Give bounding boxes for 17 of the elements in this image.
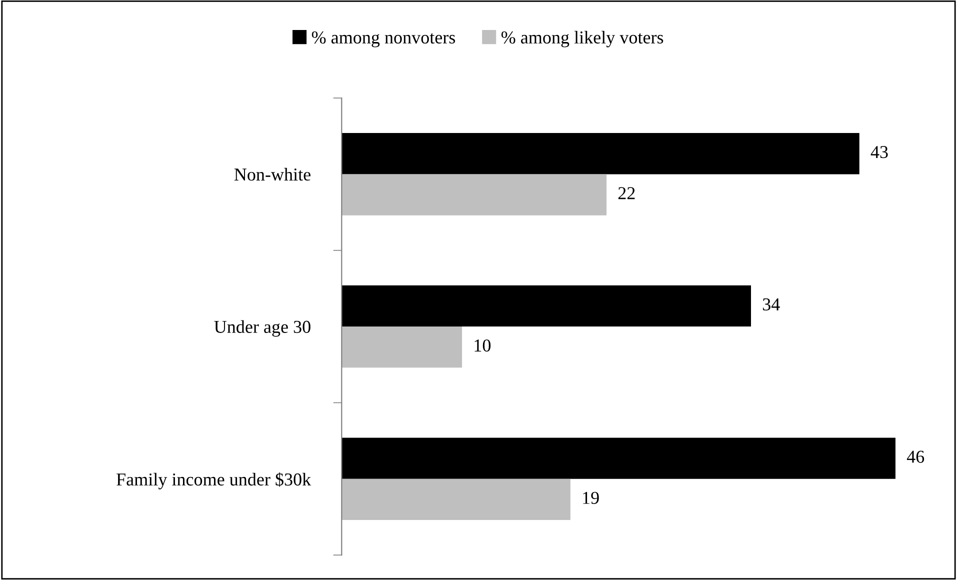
- bar: [342, 174, 607, 216]
- bar: [342, 133, 860, 174]
- data-label: 46: [906, 450, 924, 463]
- data-label: 10: [474, 339, 491, 352]
- data-label: 43: [870, 146, 888, 158]
- data-label: 34: [762, 298, 780, 310]
- bar: [342, 478, 570, 520]
- data-label: 19: [583, 492, 599, 504]
- bar: [342, 438, 896, 479]
- y-tick-label: Family income under $30k: [116, 472, 312, 490]
- legend-label: % among likely voters: [501, 30, 664, 48]
- data-label: 22: [618, 187, 635, 200]
- y-tick-label: Under age 30: [214, 320, 310, 337]
- y-tick-label: Non-white: [234, 168, 310, 181]
- legend-label: % among nonvoters: [312, 31, 456, 48]
- bar: [342, 326, 462, 368]
- bar: [342, 285, 751, 327]
